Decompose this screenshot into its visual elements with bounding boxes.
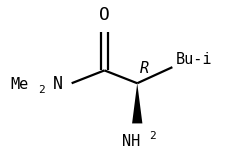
Text: R: R (140, 61, 149, 76)
Text: Me: Me (11, 77, 29, 92)
Text: 2: 2 (38, 85, 45, 96)
Text: 2: 2 (149, 131, 156, 141)
Text: O: O (99, 6, 110, 24)
Text: Bu-i: Bu-i (176, 52, 212, 67)
Text: NH: NH (122, 134, 140, 149)
Text: N: N (53, 75, 63, 93)
Polygon shape (132, 83, 142, 123)
